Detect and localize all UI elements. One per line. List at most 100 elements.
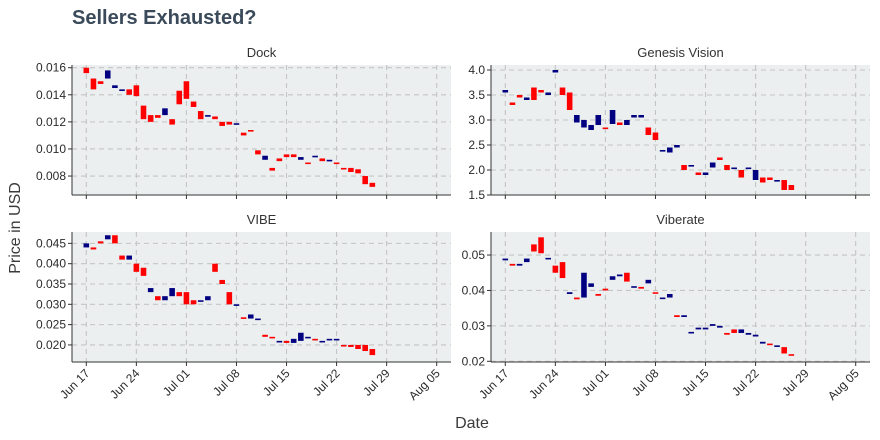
candle	[312, 338, 318, 341]
candle	[197, 111, 204, 120]
candle	[702, 172, 709, 175]
candle	[724, 332, 730, 335]
candle	[226, 292, 233, 305]
candle	[502, 258, 509, 261]
y-tick-label: 0.020	[36, 338, 66, 352]
candle	[602, 288, 609, 291]
candle	[759, 341, 766, 344]
x-tick-label: Aug 05	[406, 366, 443, 403]
candle	[269, 167, 276, 171]
candle	[545, 257, 551, 260]
candle	[326, 159, 333, 162]
candle	[305, 162, 311, 165]
candle	[326, 338, 333, 341]
candle	[581, 272, 587, 298]
candle	[666, 147, 673, 153]
candle	[176, 292, 183, 297]
candle	[340, 167, 347, 170]
x-tick-label: Jul 08	[629, 366, 662, 399]
candle	[233, 123, 240, 125]
candle	[133, 85, 140, 97]
y-tick-label: 0.045	[36, 236, 66, 250]
candle	[752, 334, 759, 337]
candle	[509, 263, 516, 266]
candle	[97, 81, 104, 84]
candle	[290, 338, 297, 343]
candle	[709, 324, 716, 326]
candle	[119, 89, 125, 91]
candle	[197, 300, 204, 302]
y-tick-label: 0.012	[36, 115, 66, 129]
candle	[104, 70, 111, 79]
candle	[538, 237, 544, 254]
candle	[83, 243, 90, 248]
y-tick-label: 3.5	[468, 88, 485, 102]
candle	[674, 145, 680, 148]
candle	[688, 331, 695, 334]
candle	[147, 288, 154, 293]
candle	[788, 354, 795, 356]
y-tick-label: 0.03	[462, 319, 486, 333]
candle	[609, 110, 616, 124]
candle	[333, 162, 340, 165]
candle	[645, 279, 652, 284]
candle	[319, 340, 326, 343]
panel-title: Viberate	[656, 212, 704, 227]
candle	[133, 263, 140, 272]
x-tick-label: Jul 22	[310, 366, 343, 399]
candle	[709, 162, 716, 168]
candle	[516, 95, 523, 98]
candle	[609, 276, 616, 280]
candle	[552, 265, 559, 273]
candle	[745, 332, 752, 335]
candle	[638, 286, 644, 289]
candle	[319, 158, 326, 162]
panels-container: Dock 0.008 0.010 0.012 0.014 0.016 Genesis Vis…	[36, 45, 870, 403]
y-tick-label: 0.02	[462, 354, 486, 368]
panel-title: VIBE	[247, 212, 277, 227]
candle	[140, 105, 147, 120]
candle	[531, 244, 537, 252]
candle	[759, 177, 766, 183]
y-tick-label: 0.030	[36, 297, 66, 311]
y-tick-label: 0.05	[462, 248, 486, 262]
candle	[255, 318, 261, 321]
candle	[240, 132, 247, 136]
candle	[652, 292, 659, 294]
candle	[624, 120, 630, 125]
candle	[602, 127, 609, 130]
candle	[731, 329, 737, 333]
x-tick-label: Jun 24	[526, 366, 562, 402]
candle	[247, 314, 254, 319]
candle	[559, 262, 566, 279]
candle	[695, 327, 702, 330]
candle	[126, 89, 132, 95]
candle	[781, 347, 787, 354]
candle	[645, 127, 652, 135]
x-tick-label: Jul 22	[729, 366, 762, 399]
chart-title: Sellers Exhausted?	[72, 7, 257, 29]
candle	[162, 108, 168, 116]
candle	[631, 115, 637, 118]
candle	[659, 297, 666, 300]
candle	[717, 157, 723, 160]
candle	[695, 172, 702, 175]
candle	[348, 344, 354, 347]
candle	[183, 81, 190, 99]
y-tick-label: 0.008	[36, 169, 66, 183]
candle	[298, 332, 304, 341]
x-tick-label: Jul 29	[360, 366, 393, 399]
candle	[566, 292, 573, 294]
x-tick-label: Aug 05	[825, 366, 862, 403]
candle	[545, 92, 551, 95]
candle	[681, 315, 687, 318]
candle	[752, 170, 759, 180]
candle	[226, 121, 233, 125]
candle	[155, 115, 161, 118]
candle	[205, 296, 211, 301]
panel-dock: Dock 0.008 0.010 0.012 0.014 0.016	[36, 45, 451, 199]
candle	[269, 336, 276, 339]
y-tick-label: 0.010	[36, 142, 66, 156]
panel-title: Genesis Vision	[637, 45, 723, 60]
candle	[738, 329, 745, 333]
